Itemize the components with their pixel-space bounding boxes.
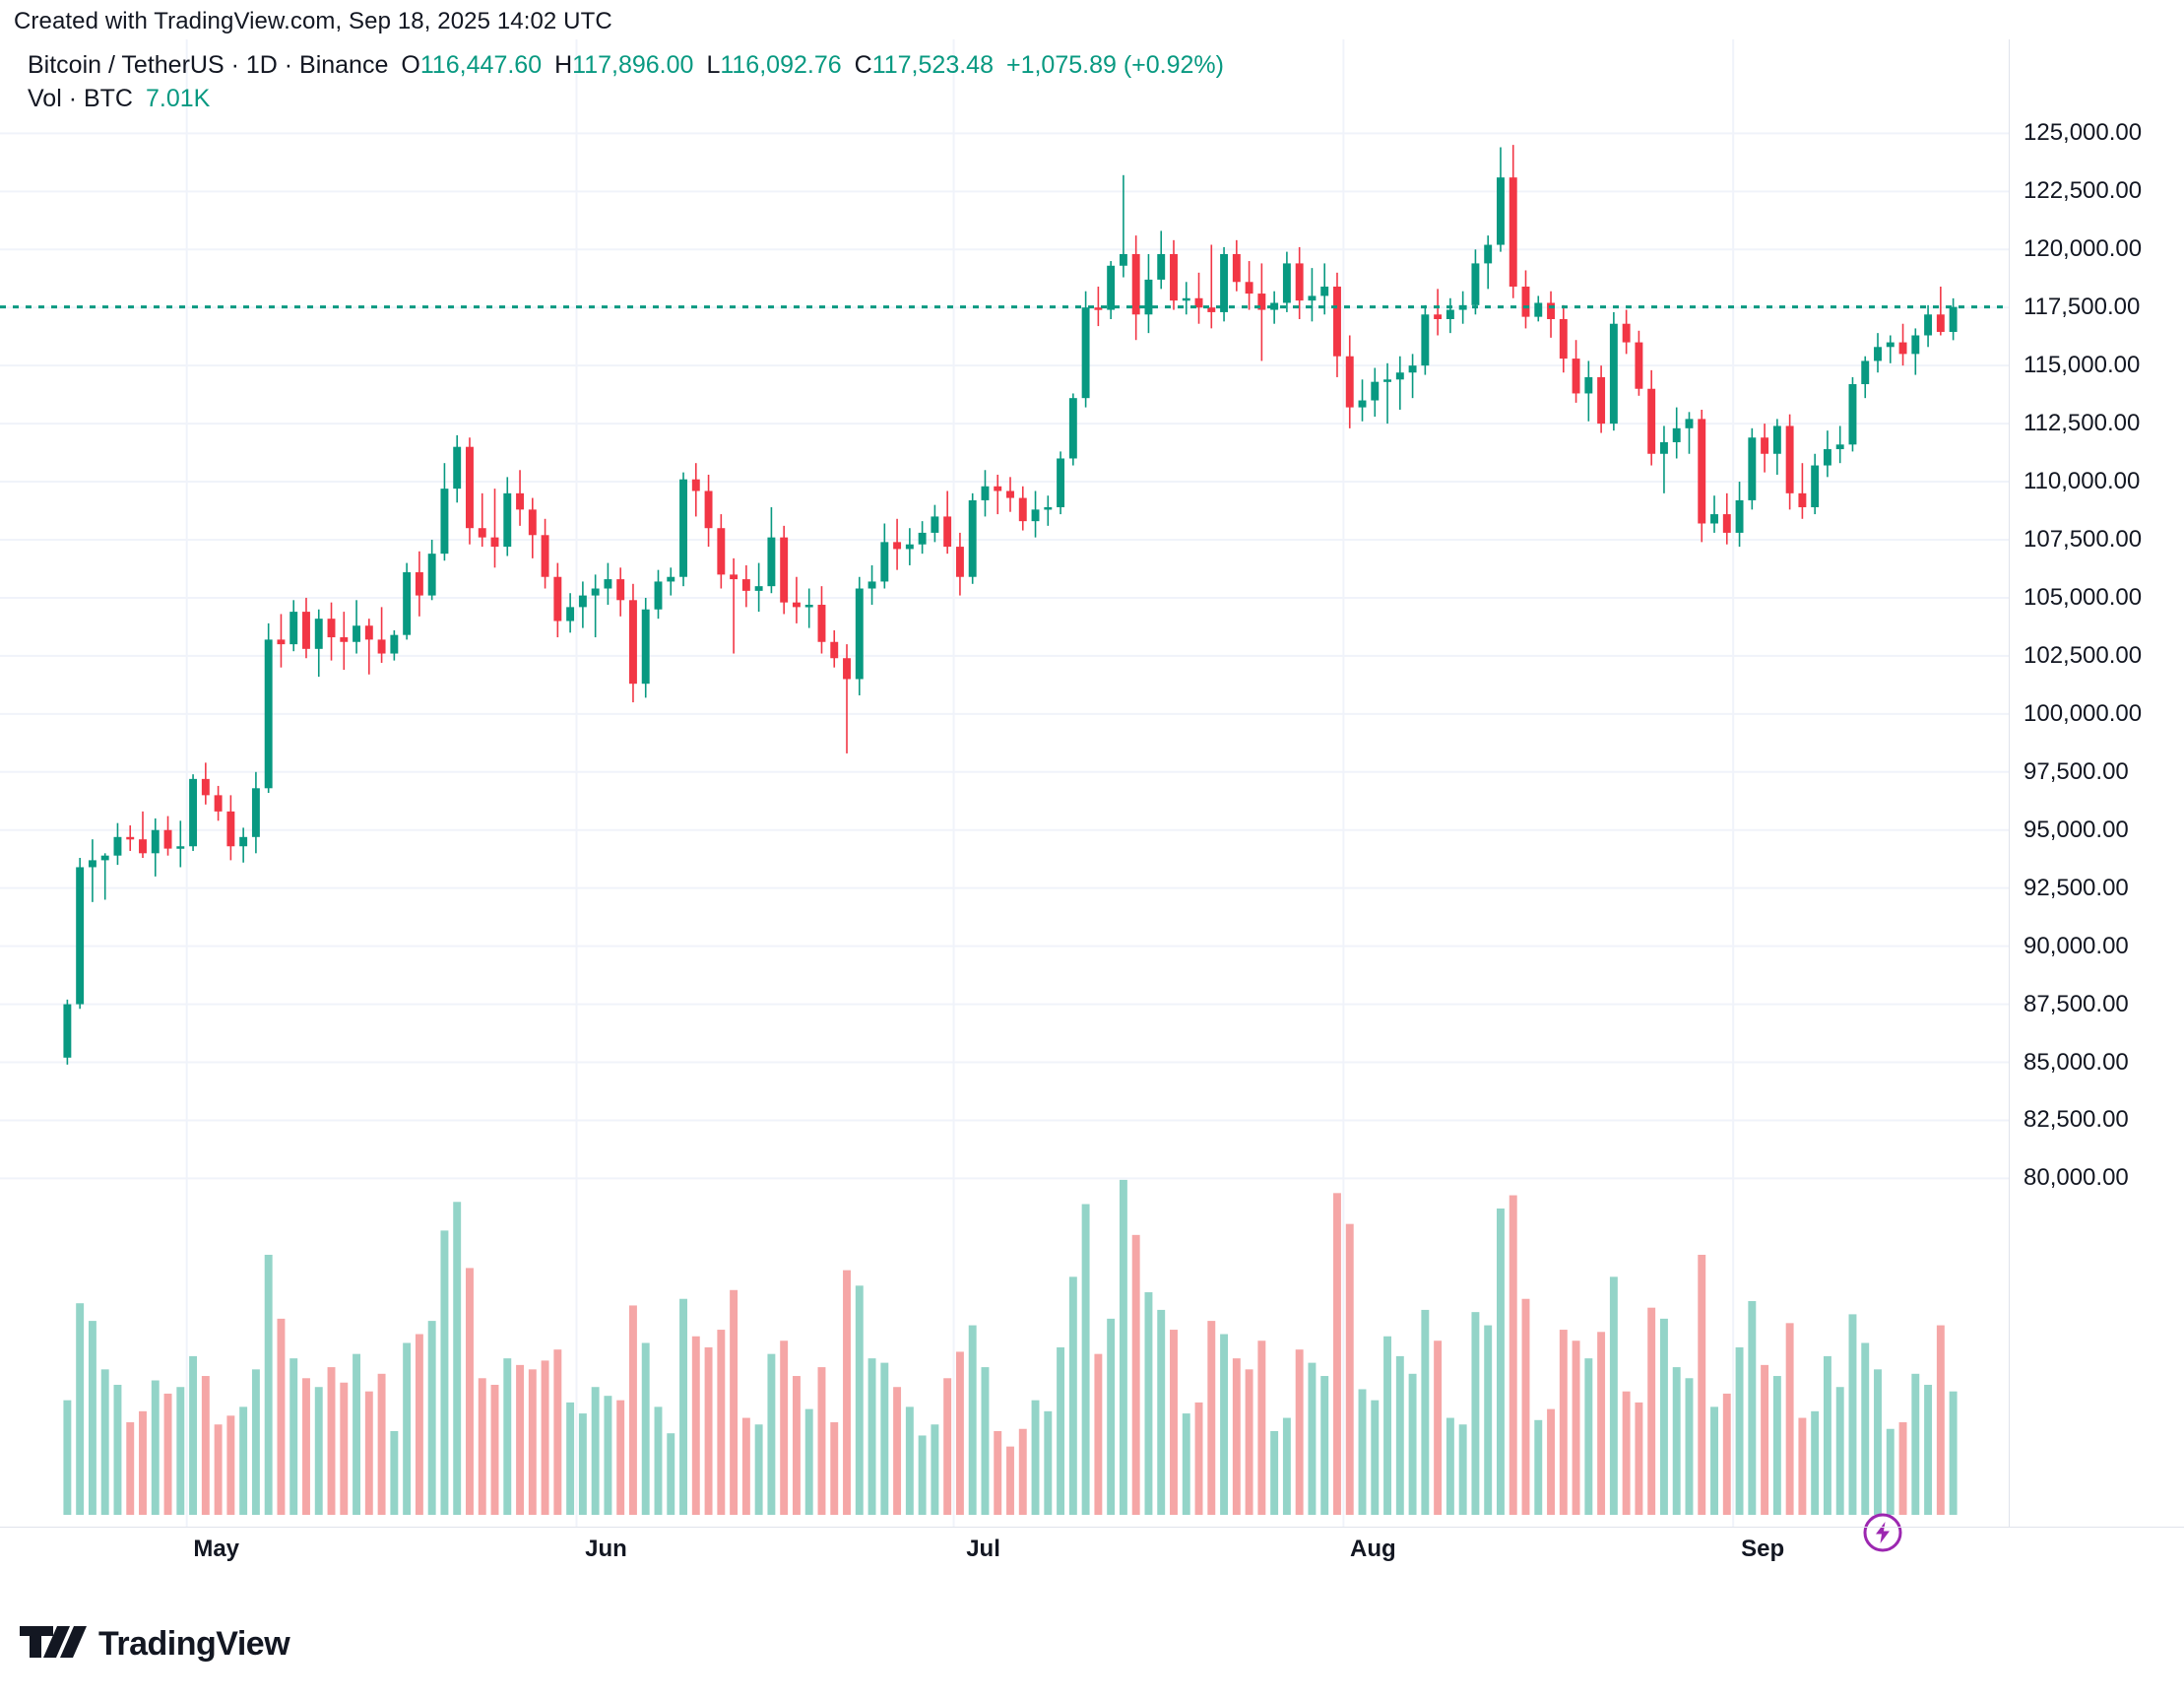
time-axis-tick: Aug <box>1350 1536 1396 1562</box>
price-axis-tick: 87,500.00 <box>2023 990 2129 1017</box>
price-axis-tick: 92,500.00 <box>2023 874 2129 901</box>
tradingview-logo: TradingView <box>18 1620 313 1666</box>
price-axis-tick: 102,500.00 <box>2023 641 2143 669</box>
price-axis[interactable]: USDT 117,523.48 09:57:07 7.01K 125,000.0… <box>2009 39 2184 1527</box>
price-axis-tick: 110,000.00 <box>2023 468 2141 495</box>
price-axis-tick: 115,000.00 <box>2023 352 2141 379</box>
time-axis-tick: May <box>193 1536 240 1562</box>
time-axis-tick: Jun <box>585 1536 627 1562</box>
attribution-text: Created with TradingView.com, Sep 18, 20… <box>14 8 612 34</box>
price-axis-tick: 122,500.00 <box>2023 177 2143 205</box>
price-axis-tick: 90,000.00 <box>2023 932 2129 959</box>
price-axis-tick: 112,500.00 <box>2023 410 2141 437</box>
chart-frame: Bitcoin / TetherUS · 1D · Binance O 116,4… <box>0 39 2184 1552</box>
time-axis[interactable]: May Jun Jul Aug Sep <box>0 1527 2184 1578</box>
chart-gridlines <box>0 39 2009 1527</box>
price-axis-tick: 120,000.00 <box>2023 235 2143 263</box>
price-axis-tick: 100,000.00 <box>2023 699 2143 727</box>
time-axis-tick: Sep <box>1741 1536 1785 1562</box>
price-axis-tick: 125,000.00 <box>2023 119 2143 147</box>
candlestick-and-volume-series <box>0 145 2009 1515</box>
svg-text:TradingView: TradingView <box>98 1625 290 1663</box>
tradingview-logo-icon: TradingView <box>20 1625 291 1663</box>
price-axis-tick: 82,500.00 <box>2023 1106 2129 1134</box>
price-axis-tick: 85,000.00 <box>2023 1048 2129 1076</box>
price-axis-tick: 95,000.00 <box>2023 816 2129 843</box>
chart-plot-area[interactable] <box>0 39 2009 1527</box>
price-axis-tick: 107,500.00 <box>2023 526 2143 553</box>
price-axis-tick: 117,500.00 <box>2023 294 2141 321</box>
price-axis-tick: 80,000.00 <box>2023 1164 2129 1192</box>
lightning-bolt-icon[interactable] <box>1861 1511 1904 1554</box>
time-axis-tick: Jul <box>966 1536 1000 1562</box>
price-axis-tick: 97,500.00 <box>2023 757 2129 785</box>
price-axis-tick: 105,000.00 <box>2023 583 2143 611</box>
